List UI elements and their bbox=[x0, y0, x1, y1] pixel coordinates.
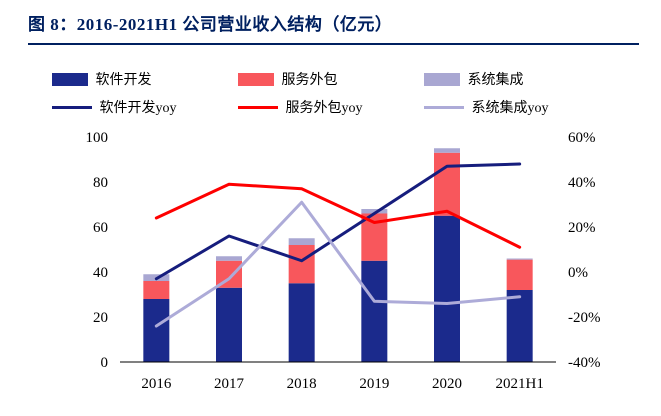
bar-segment-software-dev bbox=[216, 287, 242, 362]
title-divider bbox=[28, 43, 639, 45]
legend-line-swatch bbox=[237, 105, 278, 109]
right-axis-tick-label: 60% bbox=[568, 130, 596, 146]
legend-label: 服务外包yoy bbox=[285, 101, 363, 116]
x-axis-tick-label: 2017 bbox=[214, 376, 245, 392]
legend-item-service-outsourcing: 服务外包 bbox=[237, 69, 424, 89]
revenue-structure-chart: 100 80 60 40 20 0 60% 40% 20% 0% -20% -40% 2016 2017 2… bbox=[86, 130, 601, 392]
legend-bar-swatch bbox=[237, 72, 274, 86]
x-axis-tick-label: 2018 bbox=[287, 376, 317, 392]
left-axis-tick-label: 60 bbox=[93, 220, 108, 236]
left-axis-tick-label: 80 bbox=[93, 175, 108, 191]
right-axis-tick-label: 20% bbox=[568, 220, 596, 236]
legend-label: 系统集成yoy bbox=[471, 101, 549, 116]
bar-segment-service-outsourcing bbox=[143, 281, 170, 299]
x-axis-tick-label: 2020 bbox=[432, 376, 462, 392]
bar-segment-service-outsourcing bbox=[434, 152, 460, 216]
legend-label: 软件开发yoy bbox=[99, 101, 177, 116]
bar-segment-system-integration bbox=[288, 238, 315, 245]
bar-segment-software-dev bbox=[434, 215, 460, 362]
bar-segment-system-integration bbox=[216, 256, 242, 261]
yoy-line-system-integration-yoy bbox=[154, 200, 522, 328]
x-axis-tick-label: 2019 bbox=[359, 376, 389, 392]
left-axis-tick-label: 0 bbox=[101, 355, 109, 371]
legend-line-swatch bbox=[423, 105, 464, 109]
legend-line-swatch bbox=[51, 105, 92, 109]
legend-item-software-dev-yoy: 软件开发yoy bbox=[51, 97, 238, 117]
legend-bar-swatch bbox=[423, 72, 460, 86]
legend-row-bars: 软件开发 服务外包 系统集成 bbox=[0, 69, 661, 89]
left-axis-tick-label: 40 bbox=[93, 265, 108, 281]
x-axis-tick-label: 2021H1 bbox=[495, 376, 543, 392]
left-axis-tick-label: 100 bbox=[86, 130, 109, 146]
chart-legend: 软件开发 服务外包 系统集成 软件开发yoy 服务外包yoy 系统集成yoy bbox=[0, 69, 661, 117]
bar-segment-system-integration bbox=[434, 148, 460, 153]
legend-item-service-outsourcing-yoy: 服务外包yoy bbox=[237, 97, 424, 117]
bar-segment-service-outsourcing bbox=[288, 245, 315, 284]
right-axis-tick-label: 0% bbox=[568, 265, 588, 281]
left-axis-tick-label: 20 bbox=[93, 310, 108, 326]
yoy-line-service-outsourcing-yoy bbox=[154, 182, 522, 249]
right-axis-tick-label: -40% bbox=[568, 355, 601, 371]
x-axis-tick-label: 2016 bbox=[141, 376, 172, 392]
legend-bar-swatch bbox=[51, 72, 88, 86]
legend-item-system-integration: 系统集成 bbox=[423, 69, 610, 89]
right-axis-tick-label: -20% bbox=[568, 310, 601, 326]
figure-title: 图 8：2016-2021H1 公司营业收入结构（亿元） bbox=[28, 15, 393, 34]
legend-label: 服务外包 bbox=[281, 73, 338, 88]
bar-segment-software-dev bbox=[288, 283, 315, 362]
legend-item-system-integration-yoy: 系统集成yoy bbox=[423, 97, 610, 117]
bar-segment-system-integration bbox=[361, 209, 388, 214]
bar-segment-software-dev bbox=[506, 290, 533, 362]
bar-segment-service-outsourcing bbox=[506, 259, 533, 290]
bar-segment-system-integration bbox=[506, 258, 533, 260]
bar-segment-software-dev bbox=[143, 299, 170, 362]
legend-item-software-dev: 软件开发 bbox=[51, 69, 238, 89]
legend-row-lines: 软件开发yoy 服务外包yoy 系统集成yoy bbox=[0, 97, 661, 117]
legend-label: 系统集成 bbox=[467, 73, 524, 88]
yoy-line-software-dev-yoy bbox=[154, 162, 522, 281]
bar-segment-software-dev bbox=[361, 260, 388, 362]
legend-label: 软件开发 bbox=[95, 73, 152, 88]
right-axis-tick-label: 40% bbox=[568, 175, 596, 191]
